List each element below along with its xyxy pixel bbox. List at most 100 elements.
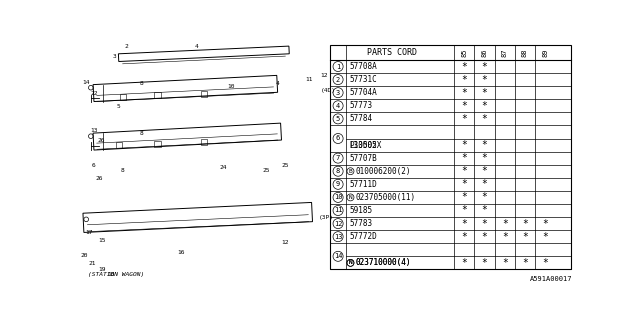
Bar [120, 94, 125, 100]
Text: *: * [502, 258, 508, 268]
Text: 13: 13 [90, 128, 98, 133]
Text: 19: 19 [98, 267, 106, 272]
Text: 4: 4 [195, 44, 198, 49]
Text: 15: 15 [98, 238, 106, 243]
Text: *: * [461, 232, 467, 242]
Text: 25: 25 [282, 163, 289, 168]
Text: *: * [482, 75, 488, 84]
Text: 57707B: 57707B [349, 154, 378, 163]
Text: 10: 10 [334, 195, 342, 200]
Text: *: * [461, 88, 467, 98]
Text: *: * [522, 258, 528, 268]
Text: 14: 14 [334, 253, 342, 259]
Text: 22: 22 [90, 91, 98, 96]
Text: *: * [482, 258, 488, 268]
Text: 12: 12 [334, 220, 342, 227]
Bar [201, 139, 207, 145]
Text: 21: 21 [89, 261, 96, 266]
Text: *: * [482, 153, 488, 163]
Text: 5: 5 [336, 116, 340, 122]
Text: 010006200(2): 010006200(2) [356, 167, 412, 176]
Text: 6: 6 [92, 163, 96, 168]
Text: N: N [349, 260, 353, 265]
Bar [201, 91, 207, 97]
Text: 023710000(4): 023710000(4) [356, 258, 412, 267]
Text: 14: 14 [83, 80, 90, 85]
Text: 023705000(11): 023705000(11) [356, 193, 416, 202]
Text: *: * [461, 166, 467, 176]
Text: *: * [482, 205, 488, 215]
Text: 12: 12 [321, 73, 328, 78]
Text: *: * [542, 232, 548, 242]
Text: L33505X: L33505X [349, 140, 382, 149]
Text: 11: 11 [334, 207, 342, 213]
Text: 1: 1 [336, 63, 340, 69]
Text: 88: 88 [522, 48, 528, 57]
Text: (4D): (4D) [320, 88, 335, 93]
Text: 85: 85 [461, 48, 467, 57]
Text: 8: 8 [121, 168, 125, 173]
Text: 8: 8 [336, 168, 340, 174]
Text: 57772D: 57772D [349, 232, 378, 241]
Text: (STATION WAGON): (STATION WAGON) [88, 272, 144, 277]
Text: *: * [461, 258, 467, 268]
Text: N: N [349, 260, 353, 265]
Text: 3: 3 [336, 90, 340, 96]
Text: 5: 5 [117, 104, 120, 109]
Text: 16: 16 [177, 250, 184, 255]
Text: 7: 7 [336, 155, 340, 161]
Text: P10002: P10002 [349, 140, 378, 149]
Text: B: B [349, 169, 353, 174]
Text: 57773: 57773 [349, 101, 373, 110]
Text: 24: 24 [220, 165, 227, 170]
Text: *: * [461, 153, 467, 163]
Text: *: * [482, 232, 488, 242]
Text: *: * [461, 114, 467, 124]
Text: 11: 11 [305, 77, 312, 82]
Text: 18: 18 [108, 271, 115, 276]
Text: N: N [349, 195, 353, 200]
Text: *: * [482, 114, 488, 124]
Text: (3P): (3P) [319, 214, 333, 220]
Text: 57704A: 57704A [349, 88, 378, 97]
Text: 57731C: 57731C [349, 75, 378, 84]
Text: 57783: 57783 [349, 219, 373, 228]
Text: 86: 86 [481, 48, 488, 57]
Text: *: * [542, 219, 548, 228]
Text: 20: 20 [80, 253, 88, 258]
Text: *: * [461, 179, 467, 189]
Text: 57708A: 57708A [349, 62, 378, 71]
Text: PARTS CORD: PARTS CORD [367, 48, 417, 57]
Bar [154, 92, 161, 99]
Text: *: * [542, 258, 548, 268]
Text: *: * [461, 205, 467, 215]
Text: 4: 4 [336, 103, 340, 109]
Text: *: * [482, 61, 488, 71]
Text: *: * [461, 192, 467, 203]
Text: 87: 87 [502, 48, 508, 57]
Text: *: * [482, 179, 488, 189]
Text: 6: 6 [336, 135, 340, 141]
Text: *: * [461, 61, 467, 71]
Text: *: * [461, 101, 467, 111]
Text: 4: 4 [276, 81, 280, 85]
Text: 26: 26 [98, 138, 106, 143]
Text: *: * [461, 219, 467, 228]
Bar [116, 141, 122, 148]
Text: 3: 3 [113, 54, 116, 59]
Text: 12: 12 [282, 240, 289, 245]
Text: 57784: 57784 [349, 114, 373, 124]
Text: 17: 17 [86, 230, 93, 235]
Text: 023710000(4): 023710000(4) [356, 258, 412, 267]
Text: 8: 8 [140, 132, 144, 136]
Text: 59185: 59185 [349, 206, 373, 215]
Text: *: * [502, 232, 508, 242]
Text: *: * [461, 75, 467, 84]
Text: 13: 13 [334, 234, 342, 240]
Text: *: * [482, 219, 488, 228]
Text: 25: 25 [262, 168, 269, 173]
Text: *: * [461, 140, 467, 150]
Bar [330, 44, 571, 269]
Text: 2: 2 [125, 44, 129, 49]
Text: *: * [502, 219, 508, 228]
